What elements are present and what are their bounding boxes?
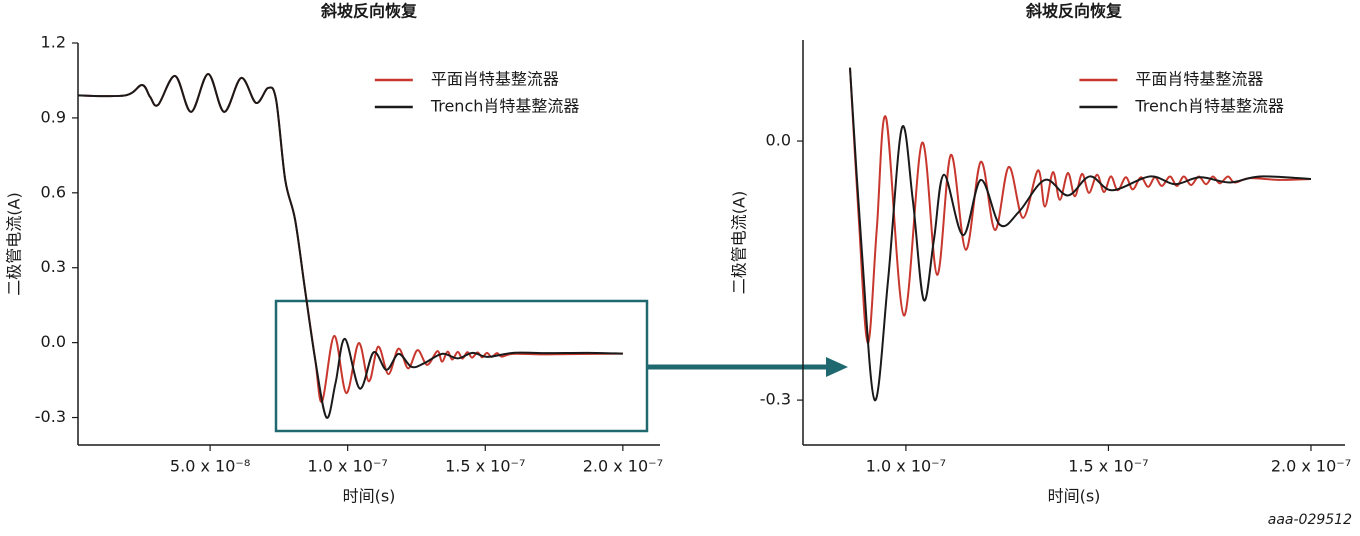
y-axis-label: 二极管电流(A) [730,191,749,294]
y-tick-label: 0.9 [41,107,66,126]
y-tick-label: 0.0 [766,131,791,150]
x-tick-label: 1.5 x 10⁻⁷ [445,457,525,476]
series-line [848,67,1312,402]
legend-label: Trench肖特基整流器 [430,97,580,116]
x-tick-label: 1.5 x 10⁻⁷ [1068,457,1148,476]
zoom-arrow-head [826,357,848,377]
legend-label: 平面肖特基整流器 [1135,70,1263,89]
y-tick-label: 0.3 [41,257,66,276]
x-tick-label: 2.0 x 10⁻⁷ [1271,457,1351,476]
zoom-box [274,299,649,433]
x-axis-label: 时间(s) [343,487,396,506]
y-tick-label: 0.0 [41,332,66,351]
series-line [77,72,623,419]
y-tick-label: 0.6 [41,182,66,201]
y-tick-label: 1.2 [41,33,66,52]
legend-label: 平面肖特基整流器 [431,70,559,89]
x-tick-label: 1.0 x 10⁻⁷ [308,457,388,476]
x-tick-label: 2.0 x 10⁻⁷ [583,457,663,476]
y-tick-label: -0.3 [35,407,66,426]
figure-code: aaa-029512 [1268,512,1352,528]
y-axis-label: 二极管电流(A) [5,192,24,295]
chart-title: 斜坡反向恢复 [320,2,418,21]
legend-label: Trench肖特基整流器 [1134,97,1284,116]
x-axis-label: 时间(s) [1048,487,1101,506]
chart-title: 斜坡反向恢复 [1025,2,1123,21]
x-tick-label: 1.0 x 10⁻⁷ [866,457,946,476]
y-tick-label: -0.3 [760,390,791,409]
x-tick-label: 5.0 x 10⁻⁸ [170,457,250,476]
